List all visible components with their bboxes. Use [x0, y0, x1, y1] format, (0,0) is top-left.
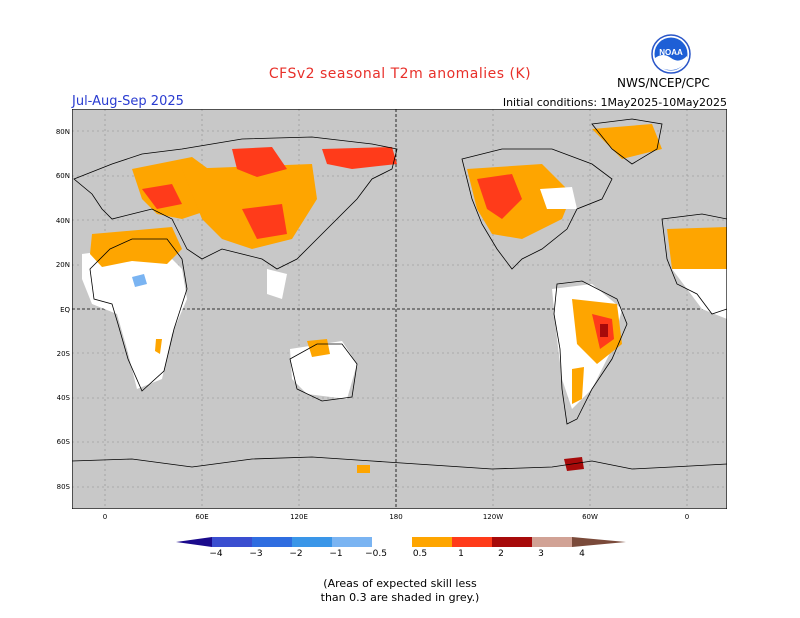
namerica-red [477, 174, 522, 219]
noaa-logo-icon: NOAA [651, 34, 691, 74]
lat-label-20s: 20S [56, 350, 70, 358]
coast-eurasia [73, 136, 398, 270]
lat-label-60n: 60N [55, 172, 70, 180]
lat-label-40s: 40S [56, 394, 70, 402]
cbar-arrow-low [176, 537, 212, 547]
anomaly-map [72, 109, 727, 509]
map-title: CFSv2 seasonal T2m anomalies (K) [268, 66, 532, 82]
cbar-label-p2: 2 [498, 549, 504, 559]
cbar-box-zero [372, 537, 412, 547]
lon-label-0-east: 0 [684, 513, 690, 521]
coast-greenland [591, 118, 663, 165]
africa-east-orange [667, 227, 727, 269]
cbar-box-p3 [532, 537, 572, 547]
lat-label-40n: 40N [55, 217, 70, 225]
lat-label-80s: 80S [56, 483, 70, 491]
siberia-red [322, 147, 397, 169]
coast-australia [289, 343, 358, 402]
samerica-darkred [600, 324, 608, 337]
africa-south-orange [155, 339, 162, 354]
cbar-label-p3: 3 [538, 549, 544, 559]
africa-white [82, 244, 187, 389]
asia-red-2 [242, 204, 287, 239]
colorbar [176, 537, 626, 547]
initial-conditions-label: Initial conditions: 1May2025-10May2025 [502, 96, 727, 109]
logo-text: NOAA [659, 48, 683, 57]
lat-label-eq: EQ [60, 306, 70, 314]
cbar-box-p2 [492, 537, 532, 547]
lon-label-60w: 60W [582, 513, 598, 521]
lat-label-80n: 80N [55, 128, 70, 136]
lon-label-60e: 60E [195, 513, 209, 521]
cbar-box-n1 [332, 537, 372, 547]
cbar-box-n3 [252, 537, 292, 547]
footnote-line-1: (Areas of expected skill less [323, 577, 477, 590]
sahara-orange [90, 227, 182, 267]
lon-label-120w: 120W [482, 513, 504, 521]
lat-label-20n: 20N [55, 261, 70, 269]
cbar-label-p1: 1 [458, 549, 464, 559]
cbar-label-p4: 4 [579, 549, 585, 559]
lat-label-60s: 60S [56, 438, 70, 446]
cbar-label-n1: −1 [329, 549, 343, 559]
lon-label-180: 180 [389, 513, 403, 521]
africa-blue [132, 274, 147, 287]
cbar-label-n4: −4 [209, 549, 223, 559]
coast-north-america [461, 148, 613, 270]
season-label: Jul-Aug-Sep 2025 [72, 94, 184, 109]
agency-label: NWS/NCEP/CPC [617, 76, 710, 90]
cbar-label-n3: −3 [249, 549, 263, 559]
africa-east-white [672, 269, 727, 319]
cbar-label-n05: −0.5 [365, 549, 387, 559]
lon-label-120e: 120E [290, 513, 308, 521]
asia-white [267, 269, 287, 299]
coastlines [72, 118, 727, 470]
cbar-label-p05: 0.5 [412, 549, 428, 559]
cbar-box-n4 [212, 537, 252, 547]
skill-footnote: (Areas of expected skill less than 0.3 a… [0, 577, 800, 605]
coast-east-africa [661, 213, 727, 315]
cbar-box-p1 [452, 537, 492, 547]
coast-antarctica [72, 456, 727, 470]
lon-label-0: 0 [102, 513, 108, 521]
cbar-label-n2: −2 [289, 549, 303, 559]
anomaly-fields [82, 124, 727, 473]
cbar-box-n2 [292, 537, 332, 547]
cbar-box-p05 [412, 537, 452, 547]
australia-orange [307, 339, 330, 357]
namerica-white [540, 187, 577, 209]
coast-south-america [553, 280, 628, 425]
footnote-line-2: than 0.3 are shaded in grey.) [320, 591, 480, 604]
cbar-arrow-high [572, 537, 626, 547]
europe-red [142, 184, 182, 209]
samerica-south-orange [572, 367, 584, 404]
asia-red-1 [232, 147, 287, 177]
australia-white [290, 341, 357, 399]
coast-africa [89, 238, 188, 392]
antarctic-orange [357, 465, 370, 473]
arctic-orange [592, 124, 662, 159]
